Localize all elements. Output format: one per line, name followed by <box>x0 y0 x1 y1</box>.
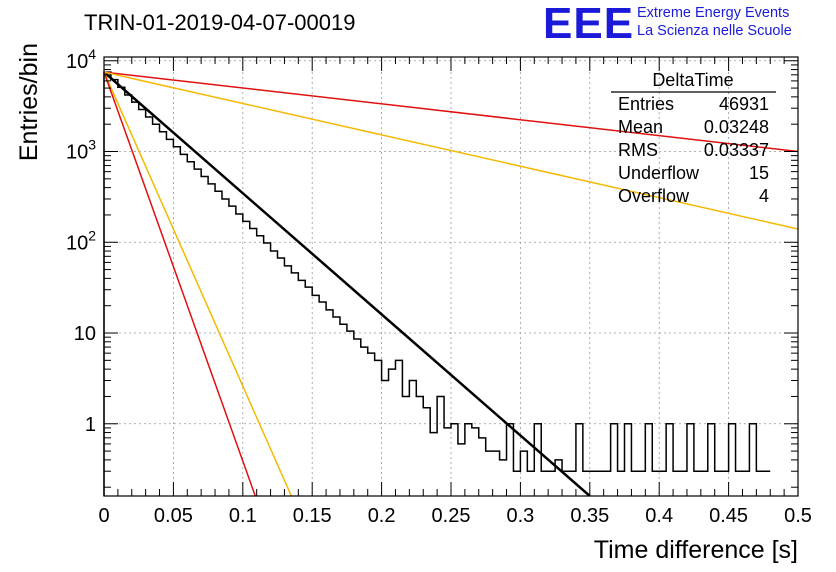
stats-box-title: DeltaTime <box>652 70 733 90</box>
stats-value: 0.03337 <box>704 140 769 160</box>
stats-value: 4 <box>759 186 769 206</box>
x-tick-label: 0.05 <box>154 505 193 527</box>
y-tick-label: 102 <box>66 227 96 254</box>
stats-value: 0.03248 <box>704 117 769 137</box>
fit-line-3 <box>104 71 798 230</box>
x-tick-label: 0.3 <box>506 505 534 527</box>
stats-label: RMS <box>618 140 658 160</box>
stats-label: Underflow <box>618 163 700 183</box>
x-tick-label: 0.2 <box>368 505 396 527</box>
stats-label: Mean <box>618 117 663 137</box>
y-axis-title: Entries/bin <box>15 43 43 161</box>
x-tick-label: 0 <box>98 505 109 527</box>
fit-line-5 <box>104 71 256 496</box>
stats-box: DeltaTime Entries 46931 Mean 0.03248 RMS 0.033… <box>611 70 776 206</box>
logo-text: Extreme Energy Events La Scienza nelle S… <box>637 4 792 40</box>
fit-line-2 <box>104 71 798 153</box>
x-tick-label: 0.5 <box>784 505 812 527</box>
logo-line-1: Extreme Energy Events <box>637 5 790 21</box>
x-tick-label: 0.4 <box>645 505 673 527</box>
x-tick-label: 0.1 <box>229 505 257 527</box>
fit-line-4 <box>104 71 293 496</box>
histogram-bars <box>103 71 771 496</box>
y-tick-label: 10 <box>74 323 96 345</box>
stats-label: Entries <box>618 94 674 114</box>
stats-label: Overflow <box>618 186 690 206</box>
logo-line-2: La Scienza nelle Scuole <box>637 23 792 39</box>
x-axis: 0 0.05 0.1 0.15 0.2 0.25 0.3 0.35 0.4 0.45 0.5 <box>98 57 812 527</box>
y-tick-label: 1 <box>85 414 96 436</box>
y-tick-label: 103 <box>66 137 96 164</box>
x-tick-label: 0.45 <box>709 505 748 527</box>
x-tick-label: 0.35 <box>570 505 609 527</box>
plot-title: TRIN-01-2019-04-07-00019 <box>84 10 356 35</box>
y-tick-label: 104 <box>66 46 96 73</box>
eee-logo: EEE <box>543 0 635 48</box>
stats-value: 46931 <box>719 94 769 114</box>
x-tick-label: 0.25 <box>432 505 471 527</box>
x-tick-label: 0.15 <box>293 505 332 527</box>
y-axis: 1 10 102 103 104 <box>66 46 798 488</box>
stats-value: 15 <box>749 163 769 183</box>
x-axis-title: Time difference [s] <box>594 536 798 564</box>
fit-line-1 <box>104 71 591 496</box>
